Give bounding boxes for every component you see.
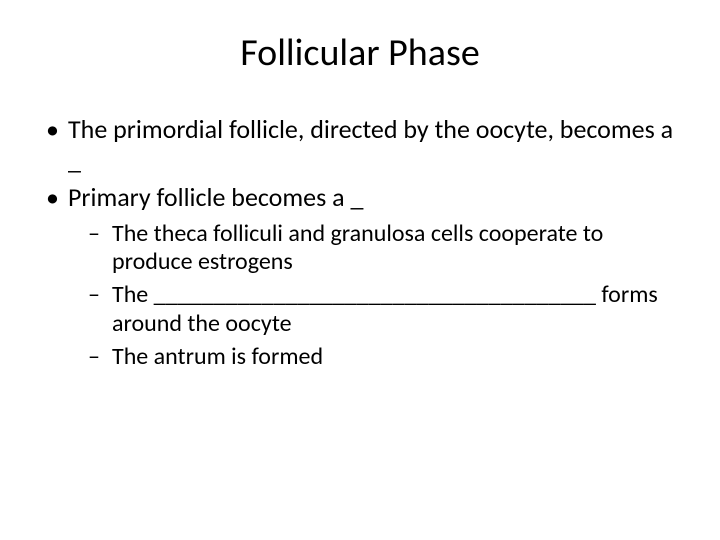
bullet-level2: The ____________________________________… <box>40 281 680 339</box>
slide-title: Follicular Phase <box>40 30 680 76</box>
bullet-level2: The antrum is formed <box>40 343 680 372</box>
bullet-level1: The primordial follicle, directed by the… <box>40 114 680 176</box>
bullet-level2: The theca folliculi and granulosa cells … <box>40 220 680 278</box>
bullet-level1: Primary follicle becomes a _ <box>40 182 680 213</box>
